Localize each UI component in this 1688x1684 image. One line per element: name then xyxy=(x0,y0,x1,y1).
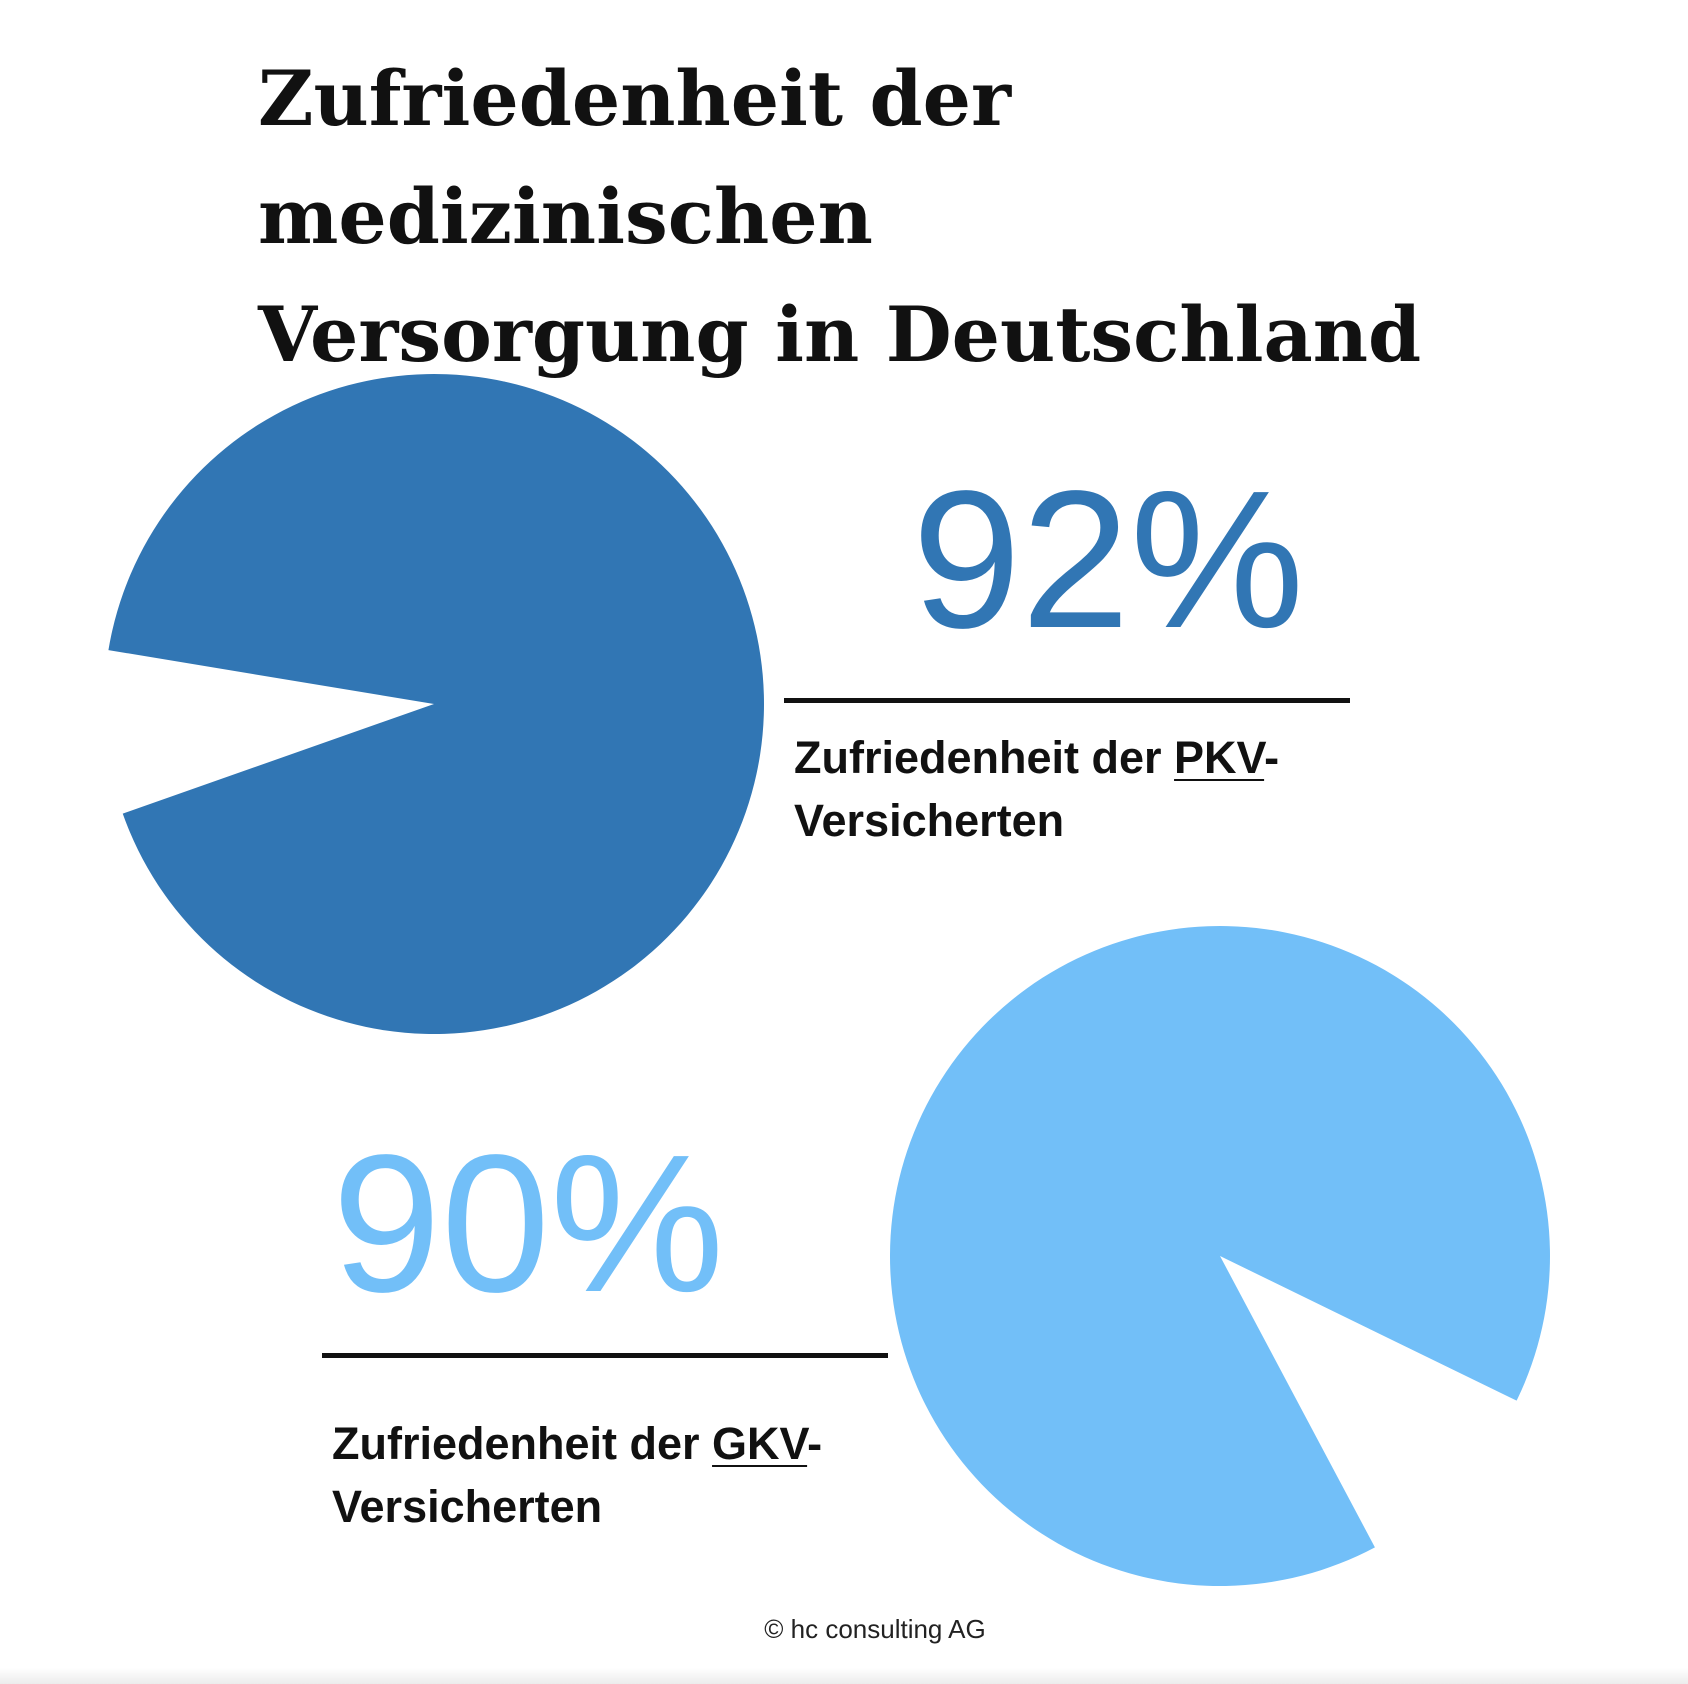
chart-title: Zufriedenheit der medizinischen Versorgu… xyxy=(258,40,1578,394)
gkv-caption-prefix: Zufriedenheit der xyxy=(332,1418,713,1469)
gkv-caption: Zufriedenheit der GKV- Versicherten xyxy=(332,1412,822,1538)
pkv-caption-line-2: Versicherten xyxy=(794,795,1065,846)
pkv-caption-hyphen: - xyxy=(1264,732,1280,783)
bottom-edge-shade xyxy=(0,1668,1688,1684)
gkv-caption-hyphen: - xyxy=(807,1418,823,1469)
copyright-notice: © hc consulting AG xyxy=(764,1614,986,1644)
chart-title-line-1: Zufriedenheit der medizinischen xyxy=(258,54,1012,261)
pkv-abbreviation: PKV xyxy=(1174,732,1265,783)
gkv-divider-line xyxy=(322,1353,888,1358)
pkv-caption-prefix: Zufriedenheit der xyxy=(794,732,1175,783)
gkv-caption-line-2: Versicherten xyxy=(332,1481,603,1532)
pie-slice-pkv xyxy=(108,373,765,1034)
pkv-caption-line-1: Zufriedenheit der PKV- xyxy=(794,726,1279,789)
gkv-percentage: 90% xyxy=(332,1114,725,1333)
gkv-caption-line-1: Zufriedenheit der GKV- xyxy=(332,1412,822,1475)
pkv-percentage: 92% xyxy=(912,450,1305,669)
pkv-caption: Zufriedenheit der PKV- Versicherten xyxy=(794,726,1279,852)
gkv-abbreviation: GKV xyxy=(712,1418,808,1469)
pkv-divider-line xyxy=(784,698,1350,703)
pie-slice-gkv xyxy=(889,926,1550,1587)
chart-title-line-2: Versorgung in Deutschland xyxy=(258,290,1422,379)
